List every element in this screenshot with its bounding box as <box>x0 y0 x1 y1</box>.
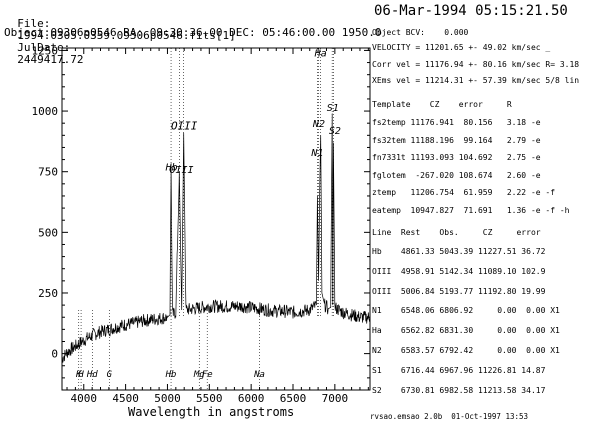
xems-vel-line: XEms vel = 11214.31 +- 57.39 km/sec 5/8 … <box>372 76 580 85</box>
footer: rvsao.emsao 2.0b 01-Oct-1997 13:53 <box>370 412 529 421</box>
julian-label: JulDate: <box>17 41 71 54</box>
x-tick-label: 6000 <box>238 392 265 405</box>
absorption-label: Hb <box>165 370 177 380</box>
line-row: Ha 6562.82 6831.30 0.00 0.00 X1 <box>372 326 560 336</box>
info-panel: Object BCV: 0.000 VELOCITY = 11201.65 +-… <box>372 28 594 395</box>
y-tick-label: 500 <box>38 226 58 239</box>
absorption-label: H <box>77 370 84 380</box>
file-label: File: <box>17 17 51 30</box>
x-tick-label: 4000 <box>71 392 98 405</box>
line-row: N2 6583.57 6792.42 0.00 0.00 X1 <box>372 346 560 355</box>
absorption-label: K <box>75 370 82 380</box>
emission-label-oiii-5007: OIII <box>171 119 198 132</box>
plot-frame <box>61 47 371 391</box>
y-tick-label: 1000 <box>32 105 59 118</box>
template-row: eatemp 10947.827 71.691 1.36 -e -f -h <box>372 205 570 215</box>
line-row: S1 6716.44 6967.96 11226.81 14.87 <box>372 365 546 375</box>
x-tick-label: 4500 <box>112 392 139 405</box>
x-tick-label: 7000 <box>322 392 349 405</box>
y-tick-label: 250 <box>38 287 58 300</box>
template-row: ztemp 11206.754 61.959 2.22 -e -f <box>372 188 556 197</box>
emission-label-n1: N1 <box>310 148 323 159</box>
absorption-label: Mg <box>193 370 205 380</box>
x-tick-label: 5000 <box>154 392 181 405</box>
y-tick-label: 750 <box>38 166 58 179</box>
template-row: fn7331t 11193.093 104.692 2.75 -e <box>372 153 541 162</box>
absorption-label: Hd <box>86 370 98 380</box>
emission-label-s1: S1 <box>327 103 339 114</box>
timestamp: 06-Mar-1994 05:15:21.50 <box>374 3 568 19</box>
emission-label-oiii-4959: OIII <box>169 165 193 176</box>
object-line: Object:09306p0546 RA: 09:30:36.00 DEC: 0… <box>4 26 382 39</box>
file-label-line: File: 1994.0305.0359.09306p0546.fits[1] … <box>4 6 236 66</box>
line-row: OIII 5006.84 5193.77 11192.80 19.99 <box>372 286 546 296</box>
y-tick-label: 1250 <box>32 44 59 57</box>
line-row: Hb 4861.33 5043.39 11227.51 36.72 <box>372 247 546 256</box>
line-row: S2 6730.81 6982.58 11213.58 34.17 <box>372 385 546 395</box>
absorption-label: Na <box>253 370 265 380</box>
line-row: OIII 4958.91 5142.34 11089.10 102.9 <box>372 266 546 276</box>
object-bcv: Object BCV: 0.000 <box>372 28 469 37</box>
x-tick-label: 6500 <box>280 392 307 405</box>
emission-label-hb: Hb <box>165 162 178 173</box>
line-header: Line Rest Obs. CZ error <box>372 228 541 237</box>
emission-label-n2: N2 <box>312 119 325 130</box>
x-axis-label: Wavelength in angstroms <box>128 405 295 419</box>
julian-value: 2449417.72 <box>17 53 84 66</box>
template-row: fs2temp 11176.941 80.156 3.18 -e <box>372 118 541 127</box>
x-tick-label: 5500 <box>196 392 223 405</box>
velocity-line: VELOCITY = 11201.65 +- 49.02 km/sec _ <box>372 43 551 52</box>
y-tick-label: 0 <box>51 348 58 361</box>
emission-label-ha: Ha <box>314 48 327 59</box>
corr-vel-line: Corr vel = 11176.94 +- 80.16 km/sec R= 3… <box>372 60 580 69</box>
template-row: fglotem -267.020 108.674 2.60 -e <box>372 170 541 180</box>
template-row: fs32tem 11188.196 99.164 2.79 -e <box>372 135 541 145</box>
absorption-label: G <box>107 370 113 380</box>
line-row: N1 6548.06 6806.92 0.00 0.00 X1 <box>372 306 560 316</box>
emission-label-s2: S2 <box>329 126 341 137</box>
template-header: Template CZ error R <box>372 100 512 109</box>
absorption-label: Fe <box>202 370 213 380</box>
file-value: 1994.0305.0359.09306p0546.fits[1] <box>17 29 236 42</box>
spectrum-line <box>61 113 371 363</box>
